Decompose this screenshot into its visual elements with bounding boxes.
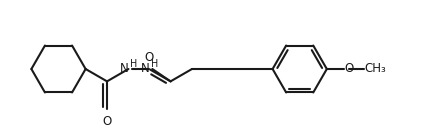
Text: N: N <box>120 62 128 75</box>
Text: O: O <box>145 51 154 64</box>
Text: CH₃: CH₃ <box>365 62 386 75</box>
Text: N: N <box>140 62 149 75</box>
Text: H: H <box>130 59 137 69</box>
Text: O: O <box>103 115 112 128</box>
Text: H: H <box>151 59 158 69</box>
Text: O: O <box>344 62 353 75</box>
